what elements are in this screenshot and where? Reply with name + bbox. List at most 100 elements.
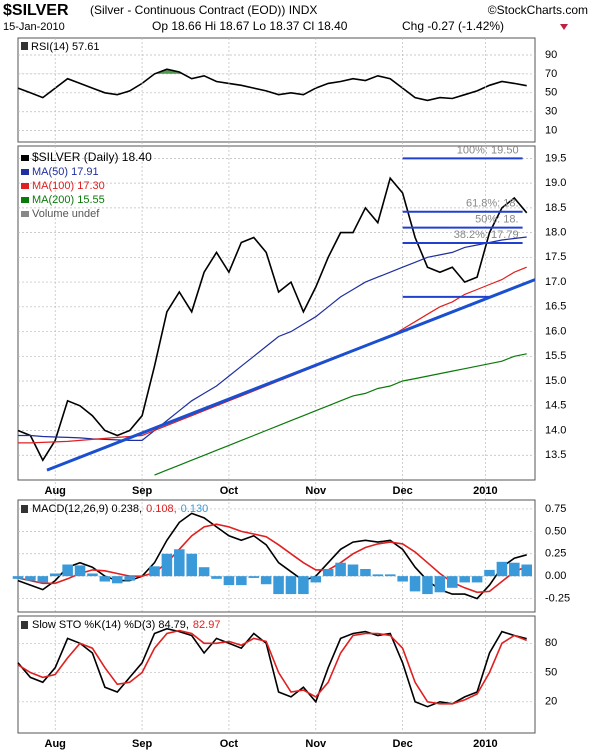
y-tick-label: 16.0 [545, 325, 566, 337]
credit: ©StockCharts.com [488, 3, 588, 17]
histogram-bar [37, 576, 49, 583]
down-arrow [560, 24, 568, 30]
x-tick-label: 2010 [473, 485, 497, 497]
y-tick-label: 0.50 [545, 525, 566, 537]
panel-frame [17, 37, 536, 143]
histogram-bar [397, 576, 408, 582]
histogram-bar [161, 553, 173, 577]
panel-frame [17, 615, 536, 734]
legend-swatch [21, 155, 29, 161]
histogram-bar [285, 576, 297, 595]
histogram-bar [49, 573, 61, 577]
histogram-bar [360, 568, 371, 577]
series-line [17, 629, 527, 705]
y-tick-label: 19.5 [545, 152, 566, 164]
x-tick-label: Oct [220, 485, 239, 497]
fib-label: 100%: 19.50 [457, 144, 519, 156]
y-tick-label: 16.5 [545, 301, 566, 313]
y-tick-label: 17.0 [545, 276, 566, 288]
legend-label: MA(100) 17.30 [32, 180, 105, 192]
histogram-bar [496, 561, 508, 577]
x-tick-label: Oct [220, 738, 239, 750]
histogram-bar [310, 576, 322, 583]
legend-swatch [21, 621, 28, 629]
histogram-bar [62, 564, 73, 577]
y-tick-label: 18.5 [545, 202, 566, 214]
histogram-bar [236, 576, 247, 586]
series-line [17, 523, 528, 594]
histogram-bar [484, 569, 495, 577]
series-line [17, 176, 528, 462]
x-tick-label: Dec [393, 738, 413, 750]
histogram-bar [471, 576, 483, 583]
y-tick-label: -0.25 [545, 592, 570, 604]
legend-swatch [21, 211, 29, 217]
y-tick-label: 20 [545, 696, 557, 708]
y-tick-label: 19.0 [545, 177, 566, 189]
panel-title: RSI(14) 57.61 [31, 41, 99, 53]
y-tick-label: 80 [545, 637, 557, 649]
histogram-bar [124, 576, 135, 581]
histogram-bar [74, 565, 86, 577]
histogram-bar [99, 576, 111, 582]
histogram-bar [174, 549, 185, 577]
series-line [18, 236, 527, 441]
x-tick-label: 2010 [473, 738, 497, 750]
histogram-bar [186, 553, 197, 577]
legend-swatch [21, 169, 29, 175]
y-tick-label: 0.00 [545, 570, 566, 582]
x-tick-label: Sep [132, 738, 152, 750]
series-line [154, 353, 527, 476]
y-tick-label: 10 [545, 125, 557, 137]
legend-label: Volume undef [32, 208, 100, 220]
legend-swatch [21, 197, 29, 203]
change: Chg -0.27 (-1.42%) [402, 19, 504, 33]
y-tick-label: 15.5 [545, 350, 566, 362]
histogram-bar [248, 576, 260, 578]
histogram-bar [521, 564, 533, 577]
y-tick-label: 18.0 [545, 226, 566, 238]
y-tick-label: 0.25 [545, 548, 566, 560]
fib-label: 50%: 18. [475, 214, 518, 226]
histogram-bar [372, 574, 384, 577]
x-tick-label: Aug [45, 738, 66, 750]
panel-frame [17, 145, 536, 481]
histogram-bar [298, 576, 309, 595]
panel-frame [17, 499, 536, 613]
y-tick-label: 14.0 [545, 424, 566, 436]
histogram-bar [422, 576, 433, 595]
histogram-bar [25, 576, 36, 581]
histogram-bar [198, 567, 210, 577]
histogram-bar [384, 574, 396, 577]
x-tick-label: Sep [132, 485, 152, 497]
x-tick-label: Nov [305, 738, 327, 750]
histogram-bar [12, 576, 24, 579]
symbol: $SILVER [3, 2, 69, 19]
date: 15-Jan-2010 [3, 21, 65, 33]
legend-label: 82.97 [193, 619, 221, 631]
histogram-bar [87, 573, 98, 577]
histogram-bar [335, 562, 346, 577]
y-tick-label: 0.75 [545, 503, 566, 515]
histogram-bar [434, 576, 446, 593]
histogram-bar [211, 576, 222, 579]
legend-swatch [21, 183, 29, 189]
legend-label: MACD(12,26,9) 0.238, [32, 503, 142, 515]
histogram-bar [409, 576, 421, 592]
legend-swatch [21, 505, 28, 513]
overbought-fill [154, 69, 183, 74]
series-line [17, 68, 527, 102]
legend-label: $SILVER (Daily) 18.40 [32, 150, 152, 164]
y-tick-label: 50 [545, 87, 557, 99]
y-tick-label: 50 [545, 666, 557, 678]
fib-label: 38.2%: 17.79 [454, 229, 519, 241]
legend-label: MA(50) 17.91 [32, 166, 99, 178]
histogram-bar [347, 564, 359, 577]
quote: Op 18.66 Hi 18.67 Lo 18.37 Cl 18.40 [152, 19, 348, 33]
y-tick-label: 90 [545, 49, 557, 61]
x-tick-label: Nov [305, 485, 327, 497]
subtitle: (Silver - Continuous Contract (EOD)) IND… [90, 3, 317, 17]
histogram-bar [111, 576, 123, 584]
fib-label: 61.8%: 18. [466, 198, 519, 210]
